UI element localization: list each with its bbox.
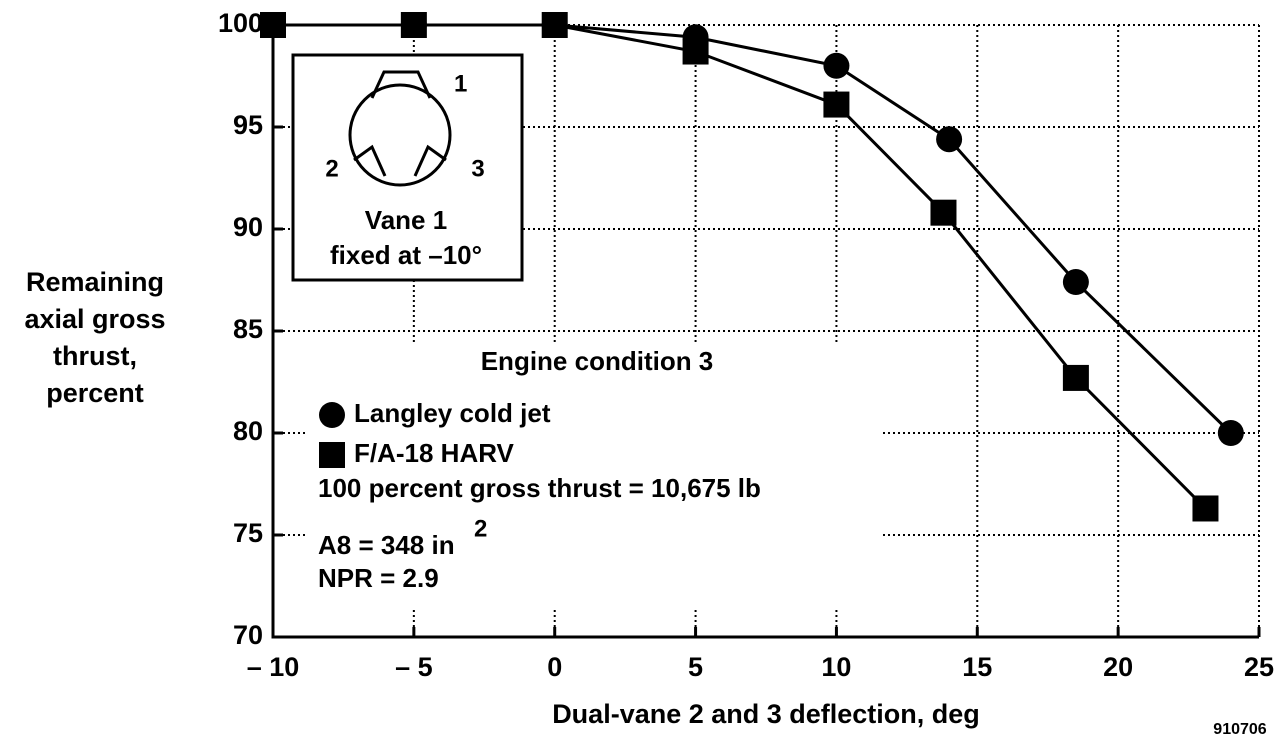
vane-1-shape <box>370 70 432 99</box>
x-tick-label: 5 <box>688 652 703 682</box>
y-tick-label: 90 <box>233 212 263 242</box>
inset-label: 3 <box>471 155 484 182</box>
legend-marker <box>319 402 345 428</box>
y-axis-label-line: percent <box>46 378 144 408</box>
data-point <box>260 12 286 38</box>
x-tick-label: 0 <box>547 652 562 682</box>
data-point <box>1217 420 1244 446</box>
annotation: 100 percent gross thrust = 10,675 lb <box>318 473 761 503</box>
annotation: Engine condition 3 <box>481 346 714 376</box>
y-tick-label: 70 <box>233 620 263 650</box>
y-axis-label-line: axial gross <box>24 304 165 334</box>
legend-label: Langley cold jet <box>354 398 551 428</box>
data-point <box>823 91 850 118</box>
data-point <box>930 199 957 226</box>
vane-3-shape <box>413 144 447 177</box>
x-tick-label: – 10 <box>247 652 300 682</box>
inset: 1 2 3 Vane 1 fixed at –10° <box>291 53 524 282</box>
data-point <box>541 12 568 38</box>
inset-label: 1 <box>454 70 467 97</box>
y-tick-label: 80 <box>233 416 263 446</box>
data-point <box>1192 495 1219 522</box>
series-line <box>273 23 1207 510</box>
data-point <box>682 38 709 65</box>
data-point <box>1062 269 1089 296</box>
data-point <box>936 126 963 153</box>
x-tick-label: 10 <box>821 652 851 682</box>
x-tick-label: 25 <box>1244 652 1274 682</box>
y-axis-label-line: Remaining <box>26 267 164 297</box>
inset-caption: Vane 1 <box>365 205 447 235</box>
vane-2-shape <box>353 144 387 177</box>
inset-frame <box>291 53 524 282</box>
data-point <box>400 12 427 38</box>
x-tick-label: 20 <box>1103 652 1133 682</box>
inset-caption: fixed at –10° <box>330 240 482 270</box>
y-axis-label-line: thrust, <box>53 341 137 371</box>
y-tick-label: 85 <box>233 314 263 344</box>
legend-label: F/A-18 HARV <box>354 438 515 468</box>
figure-number: 910706 <box>1213 721 1266 738</box>
y-tick-label: 95 <box>233 110 263 140</box>
axis <box>271 25 1259 639</box>
data-point <box>1062 364 1089 391</box>
y-tick-label: 100 <box>218 8 263 38</box>
y-tick-label: 75 <box>233 518 263 548</box>
x-axis-label: Dual-vane 2 and 3 deflection, deg <box>552 699 980 729</box>
annotation: 2 <box>474 515 487 542</box>
legend-background <box>305 345 880 610</box>
annotation: A8 = 348 in <box>318 530 455 560</box>
y-axis-label: Remaining axial gross thrust, percent <box>24 267 165 408</box>
annotation: NPR = 2.9 <box>318 563 439 593</box>
nozzle <box>348 83 452 187</box>
x-tick-label: – 5 <box>395 652 433 682</box>
legend-marker <box>319 442 345 468</box>
data-point <box>823 52 850 79</box>
x-tick-label: 15 <box>962 652 992 682</box>
inset-label: 2 <box>325 155 338 182</box>
